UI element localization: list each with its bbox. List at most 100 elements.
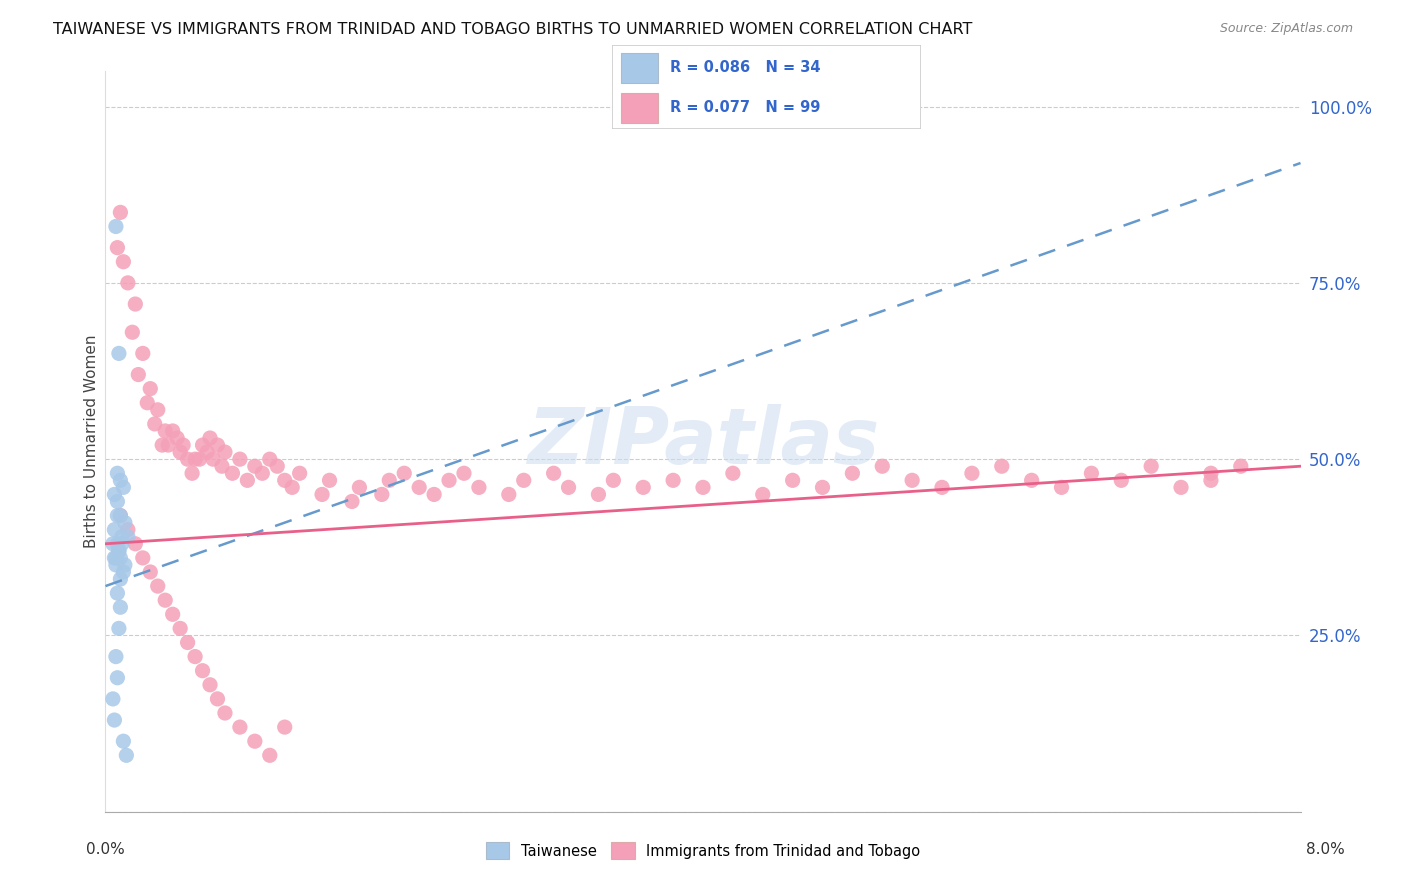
Point [751,487,773,501]
Point [782,473,804,487]
Point [169,621,191,635]
Point [557,480,579,494]
Point [114,558,136,572]
Point [139,382,162,396]
Point [107,671,129,685]
Point [513,473,536,487]
Text: 8.0%: 8.0% [1306,842,1346,856]
Point [1199,473,1222,487]
Point [107,467,129,481]
Legend: Taiwanese, Immigrants from Trinidad and Tobago: Taiwanese, Immigrants from Trinidad and … [479,837,927,865]
Point [214,706,236,720]
Point [107,494,129,508]
Point [188,452,211,467]
Point [162,424,184,438]
Point [107,586,129,600]
Point [811,480,834,494]
Point [318,473,340,487]
Point [146,402,169,417]
Point [110,508,132,523]
Point [901,473,924,487]
Point [107,537,129,551]
Text: ZIPatlas: ZIPatlas [527,403,879,480]
Point [111,530,134,544]
Point [150,438,173,452]
Point [662,473,685,487]
Point [101,692,124,706]
Point [146,579,169,593]
Point [115,748,138,763]
Point [990,459,1012,474]
Point [236,473,259,487]
Point [243,734,266,748]
Point [124,537,146,551]
Point [198,431,221,445]
Point [103,550,125,565]
Point [1170,480,1192,494]
Point [211,459,233,474]
Point [931,480,953,494]
Point [841,467,863,481]
Point [104,558,127,572]
Point [112,565,135,579]
Bar [621,54,658,83]
Point [166,431,188,445]
Point [229,452,252,467]
Point [132,550,155,565]
Point [110,600,132,615]
Point [108,621,131,635]
Point [202,452,225,467]
Point [349,480,371,494]
Point [198,678,221,692]
Point [107,508,129,523]
Point [588,487,610,501]
Point [143,417,166,431]
Point [259,748,281,763]
Point [408,480,430,494]
Point [124,297,146,311]
Point [172,438,194,452]
Point [176,452,198,467]
Point [114,516,136,530]
Point [110,205,132,219]
Point [392,467,416,481]
Point [104,649,127,664]
Point [498,487,520,501]
Point [288,467,311,481]
Point [195,445,218,459]
Text: R = 0.086   N = 34: R = 0.086 N = 34 [671,61,821,76]
Point [110,550,132,565]
Point [207,438,229,452]
Point [103,713,125,727]
Point [153,424,177,438]
Text: Source: ZipAtlas.com: Source: ZipAtlas.com [1219,22,1353,36]
Point [1199,467,1222,481]
Point [112,480,135,494]
Point [543,467,565,481]
Point [191,438,214,452]
Point [111,537,134,551]
Point [104,550,127,565]
Point [110,508,132,523]
Y-axis label: Births to Unmarried Women: Births to Unmarried Women [84,334,98,549]
Point [214,445,236,459]
Point [371,487,394,501]
Point [136,396,159,410]
Point [259,452,281,467]
Bar [621,93,658,122]
Text: 0.0%: 0.0% [86,842,125,856]
Point [184,452,207,467]
Point [117,530,139,544]
Point [281,480,304,494]
Point [1050,480,1073,494]
Point [423,487,446,501]
Point [153,593,177,607]
Point [139,565,162,579]
Point [108,544,131,558]
Point [378,473,401,487]
Point [340,494,363,508]
Point [273,720,295,734]
Point [112,254,135,268]
Text: R = 0.077   N = 99: R = 0.077 N = 99 [671,100,821,115]
Point [104,219,127,234]
